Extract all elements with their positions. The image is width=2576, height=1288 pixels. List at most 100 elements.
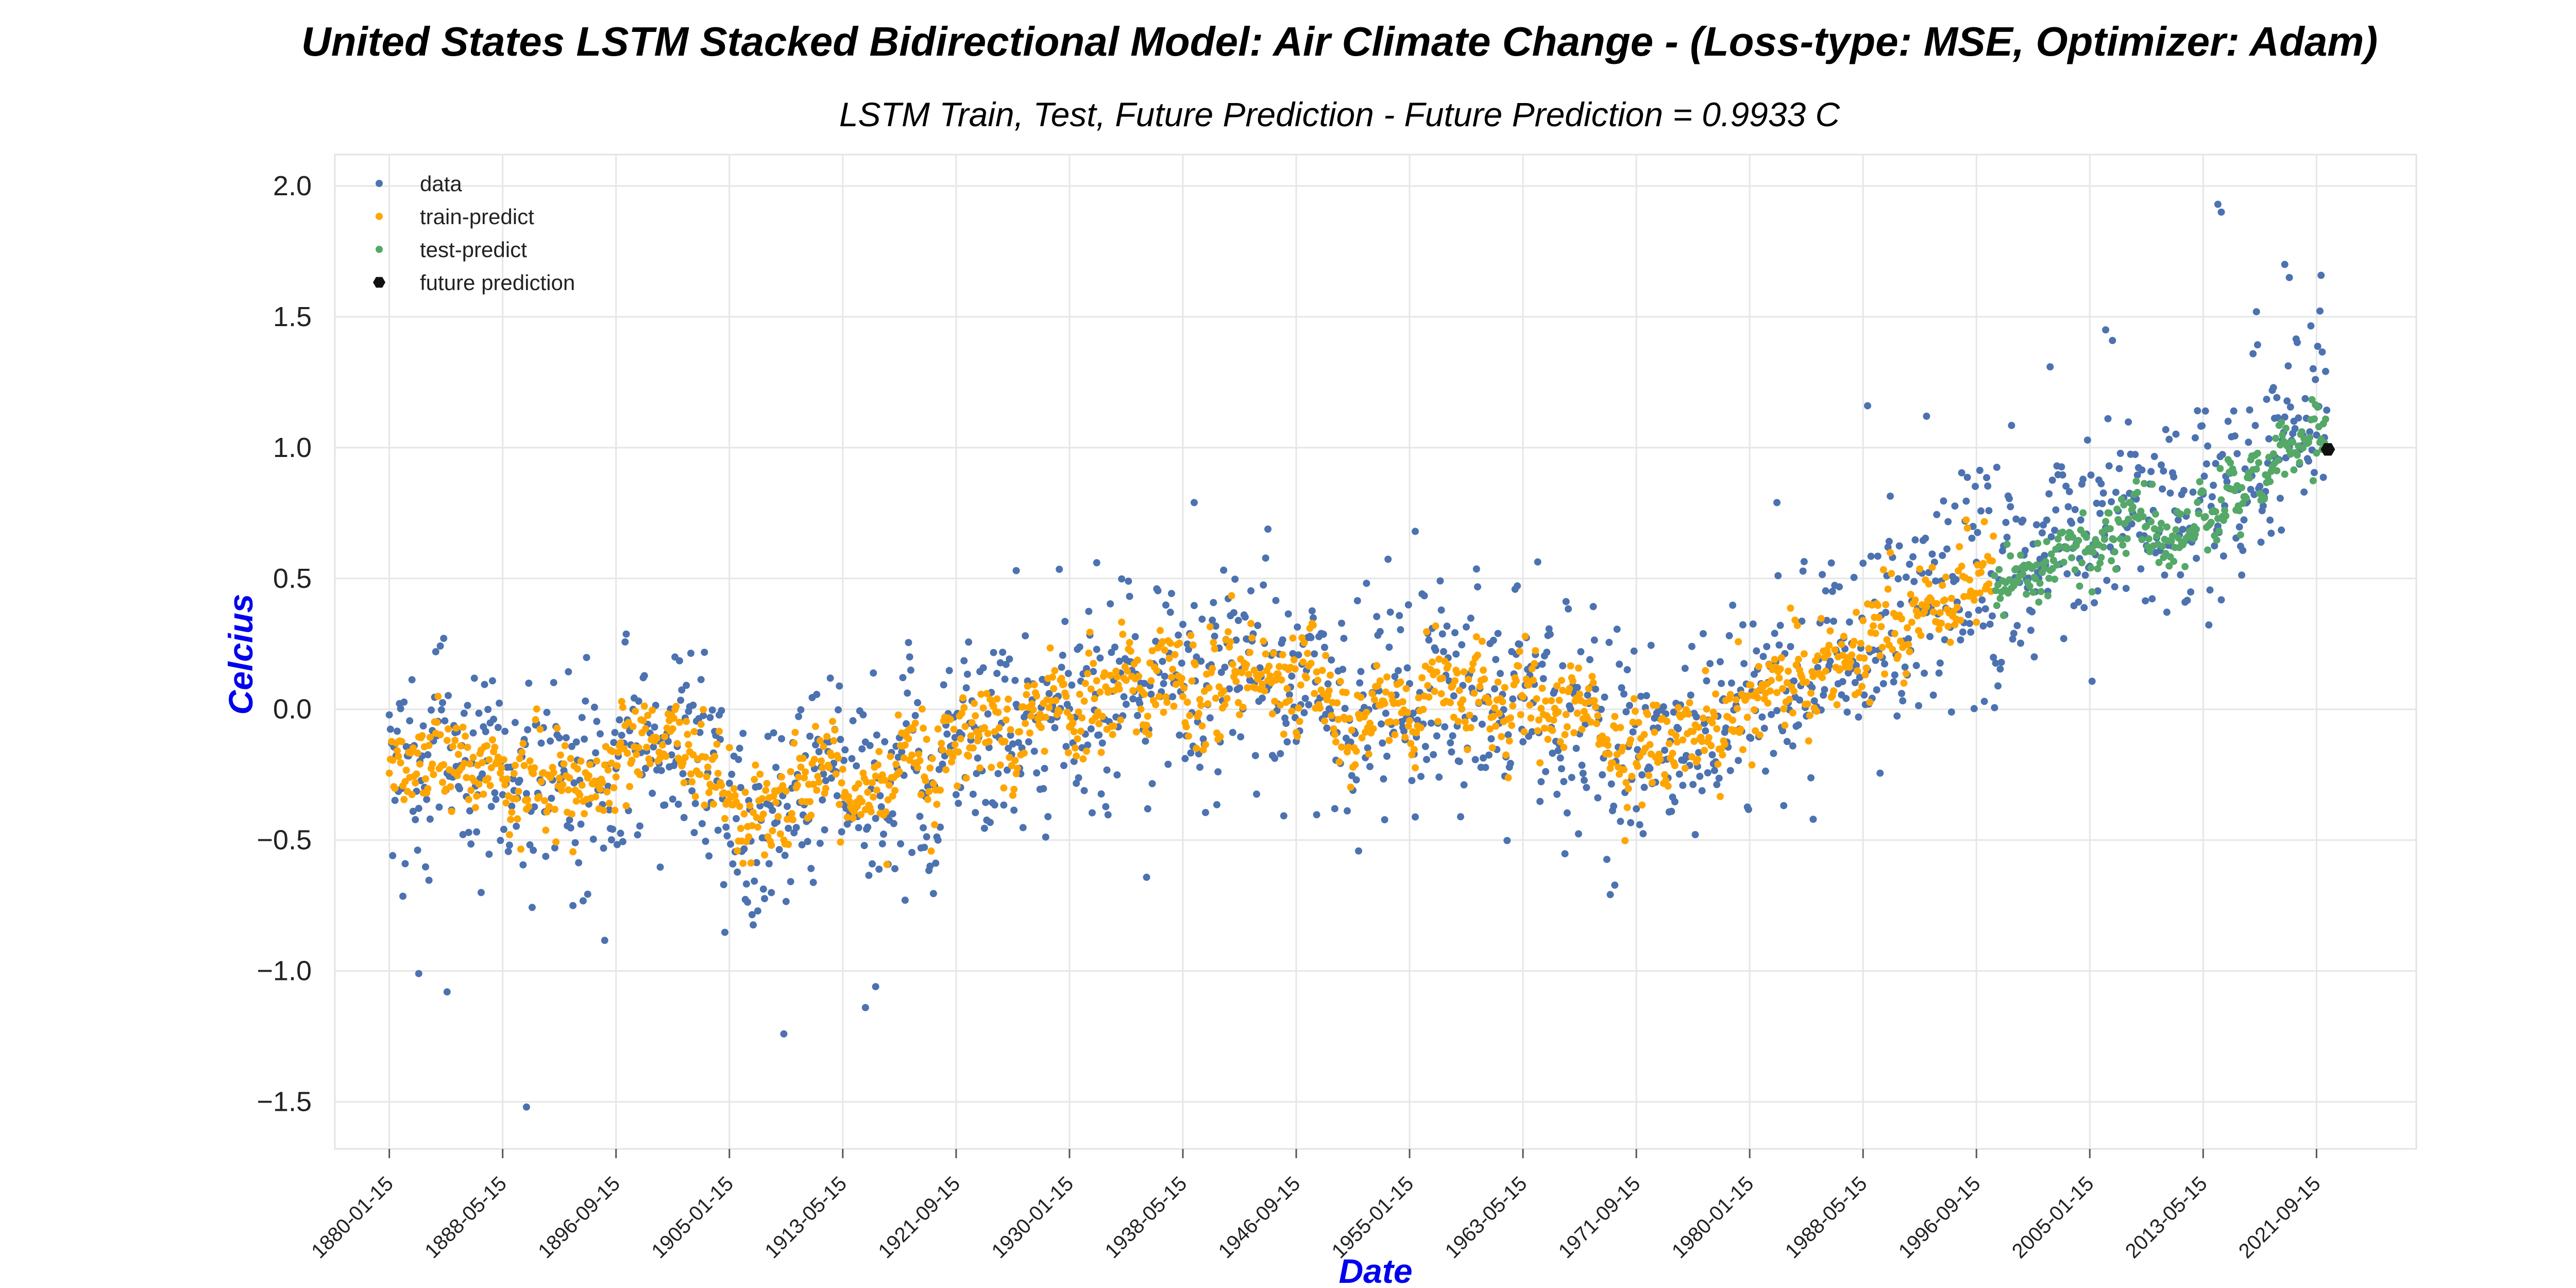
train-predict-point — [1464, 745, 1471, 753]
train-predict-point — [779, 782, 787, 789]
train-predict-point — [1243, 661, 1250, 669]
train-predict-point — [1817, 615, 1825, 622]
train-predict-point — [846, 798, 853, 805]
data-point — [2174, 516, 2182, 524]
data-point — [1417, 773, 1425, 781]
train-predict-point — [1951, 621, 1959, 629]
data-point — [1638, 771, 1646, 778]
data-point — [1352, 776, 1360, 784]
data-point — [972, 809, 979, 817]
data-point — [1357, 668, 1365, 675]
train-predict-point — [1669, 750, 1676, 757]
data-point — [876, 792, 884, 800]
data-point — [1230, 609, 1238, 617]
train-predict-point — [1531, 660, 1538, 668]
train-predict-point — [1743, 714, 1751, 721]
train-predict-point — [946, 716, 954, 723]
train-predict-point — [807, 811, 815, 819]
data-point — [2183, 597, 2191, 604]
data-point — [2187, 588, 2195, 596]
data-point — [1144, 805, 1151, 812]
train-predict-point — [1786, 696, 1793, 703]
data-point — [2162, 426, 2170, 433]
data-point — [2115, 465, 2123, 472]
data-point — [1487, 735, 1495, 742]
data-point — [2233, 450, 2241, 457]
train-predict-point — [1883, 636, 1891, 643]
train-predict-point — [454, 751, 462, 758]
data-point — [2323, 406, 2331, 414]
train-predict-point — [1966, 576, 1973, 584]
train-predict-point — [1604, 741, 1612, 749]
train-predict-point — [1458, 705, 1466, 713]
data-point — [1776, 621, 1784, 629]
data-point — [1085, 607, 1093, 615]
train-predict-point — [1737, 725, 1744, 733]
train-predict-point — [1334, 716, 1342, 723]
train-predict-point — [1052, 697, 1060, 704]
test-predict-point — [2017, 551, 2024, 559]
test-predict-point — [2238, 484, 2246, 492]
train-predict-point — [788, 810, 795, 818]
train-predict-point — [1291, 665, 1299, 673]
train-predict-point — [1785, 667, 1792, 675]
data-point — [1482, 764, 1489, 771]
data-point — [1895, 542, 1903, 550]
data-point — [980, 824, 988, 832]
test-predict-point — [2003, 540, 2011, 548]
data-point — [1668, 807, 1675, 815]
train-predict-point — [1622, 779, 1630, 787]
train-predict-point — [516, 755, 523, 762]
train-predict-point — [1245, 671, 1252, 679]
train-predict-point — [985, 738, 993, 745]
data-point — [2189, 488, 2197, 496]
train-predict-point — [685, 741, 692, 749]
train-predict-point — [1170, 702, 1178, 710]
data-point — [1704, 769, 1711, 776]
test-predict-point — [2138, 536, 2146, 544]
data-point — [701, 649, 708, 656]
data-point — [1933, 511, 1941, 518]
train-predict-point — [1537, 705, 1545, 713]
train-predict-point — [887, 753, 894, 760]
train-predict-point — [1858, 683, 1866, 690]
data-point — [1463, 623, 1470, 631]
data-point — [567, 824, 574, 832]
data-point — [2257, 538, 2265, 546]
x-tick-label: 1971-09-15 — [1554, 1172, 1645, 1263]
train-predict-point — [569, 848, 577, 856]
train-predict-point — [951, 741, 959, 749]
train-predict-point — [810, 755, 818, 763]
test-predict-point — [2132, 477, 2140, 485]
data-point — [1108, 649, 1115, 656]
train-predict-point — [644, 711, 652, 719]
data-point — [706, 714, 714, 721]
data-point — [1744, 806, 1752, 814]
test-predict-point — [2045, 574, 2053, 582]
data-point — [826, 674, 834, 682]
train-predict-point — [909, 725, 917, 733]
data-point — [1190, 499, 1198, 506]
test-predict-point — [2000, 612, 2007, 619]
data-point — [1209, 616, 1216, 624]
data-point — [764, 733, 772, 740]
train-predict-point — [1750, 706, 1758, 714]
test-predict-point — [2168, 532, 2176, 540]
data-point — [2103, 577, 2111, 584]
data-point — [1929, 691, 1937, 699]
train-predict-point — [1973, 618, 1980, 626]
chart-title: United States LSTM Stacked Bidirectional… — [301, 19, 2378, 64]
data-point — [2219, 552, 2227, 560]
data-point — [575, 859, 583, 867]
data-point — [1310, 614, 1317, 622]
data-point — [504, 848, 512, 855]
train-predict-point — [1165, 654, 1173, 662]
train-predict-point — [1807, 689, 1815, 697]
train-predict-point — [942, 766, 950, 774]
data-point — [1695, 749, 1703, 756]
train-predict-point — [854, 802, 861, 810]
data-point — [2267, 530, 2275, 537]
data-point — [2059, 471, 2066, 479]
train-predict-point — [1161, 646, 1168, 654]
train-predict-point — [525, 803, 533, 810]
